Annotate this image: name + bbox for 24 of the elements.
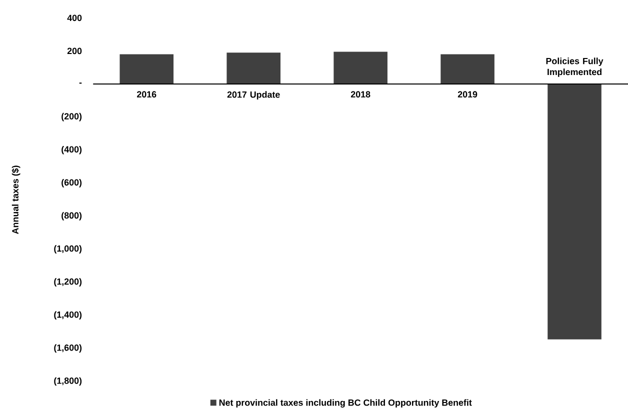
bar bbox=[120, 54, 174, 84]
y-tick-label: 200 bbox=[67, 48, 82, 54]
y-tick-label: (200) bbox=[62, 112, 82, 122]
y-tick-label: (1,400) bbox=[54, 311, 82, 320]
y-tick-label: 400 bbox=[67, 14, 82, 21]
y-tick-label: (1,800) bbox=[54, 377, 82, 386]
x-tick-label: Policies Fully Implemented bbox=[546, 57, 604, 77]
y-tick-label: (800) bbox=[62, 212, 82, 220]
x-tick-label: 2017 Update bbox=[227, 91, 280, 100]
bar bbox=[440, 54, 494, 84]
bar bbox=[548, 84, 602, 340]
y-tick-label: (600) bbox=[62, 178, 82, 188]
legend-label: Net provincial taxes including BC Child Opportunity Benefit bbox=[219, 399, 472, 408]
y-tick-label: (400) bbox=[62, 146, 82, 154]
y-tick-label: (1,000) bbox=[54, 244, 82, 254]
x-tick-label: 2019 bbox=[458, 91, 478, 98]
x-tick-label: 2016 bbox=[136, 91, 156, 98]
y-axis-title: Annual taxes ($) bbox=[12, 165, 20, 234]
x-tick-label: 2018 bbox=[350, 91, 370, 98]
y-tick-label: - bbox=[79, 82, 82, 84]
bar bbox=[226, 52, 280, 84]
bar bbox=[334, 52, 388, 84]
y-tick-label: (1,600) bbox=[54, 344, 82, 352]
y-tick-label: (1,200) bbox=[54, 278, 82, 286]
